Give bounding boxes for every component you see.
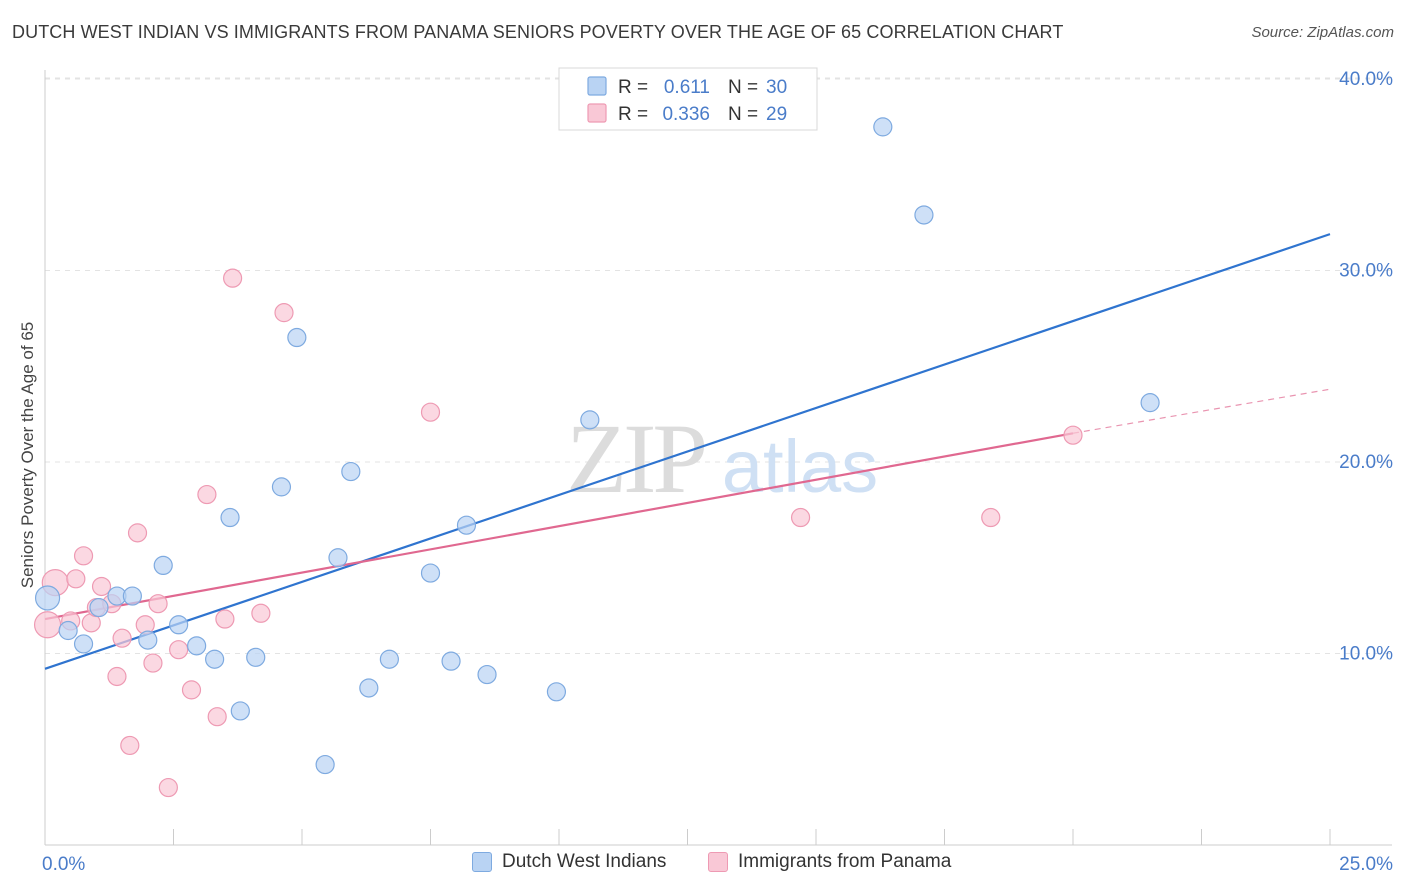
stats-legend: R = 0.611 N = 30 R = 0.336 N = 29 bbox=[558, 67, 818, 131]
stats-n-value: 30 bbox=[766, 77, 787, 98]
point-immigrants-from-panama bbox=[790, 507, 811, 528]
point-dutch-west-indians bbox=[341, 461, 361, 482]
stats-legend-swatch-pink bbox=[587, 103, 607, 123]
point-dutch-west-indians bbox=[315, 754, 335, 775]
point-dutch-west-indians bbox=[477, 664, 497, 685]
point-immigrants-from-panama bbox=[1063, 425, 1083, 445]
point-dutch-west-indians bbox=[441, 651, 461, 671]
point-dutch-west-indians bbox=[73, 634, 94, 654]
legend-label-dutch-west-indians: Dutch West Indians bbox=[502, 851, 667, 872]
point-immigrants-from-panama bbox=[33, 611, 62, 639]
point-dutch-west-indians bbox=[359, 678, 379, 698]
trend-lines bbox=[44, 233, 1331, 670]
point-immigrants-from-panama bbox=[981, 507, 1001, 528]
axes bbox=[44, 70, 1392, 846]
point-immigrants-from-panama bbox=[66, 569, 86, 589]
stats-r-label: R = bbox=[618, 104, 648, 125]
tick-labels: 10.0% 20.0% 30.0% 40.0% 0.0% 25.0% bbox=[42, 69, 1393, 875]
y-tick-label: 20.0% bbox=[1339, 452, 1393, 473]
point-dutch-west-indians bbox=[271, 477, 292, 497]
point-immigrants-from-panama bbox=[148, 594, 168, 614]
point-dutch-west-indians bbox=[187, 636, 207, 656]
point-dutch-west-indians bbox=[58, 620, 78, 641]
legend-swatch-pink bbox=[708, 852, 728, 872]
watermark-atlas: atlas bbox=[722, 425, 878, 508]
point-immigrants-from-panama bbox=[223, 268, 243, 288]
point-dutch-west-indians bbox=[914, 205, 934, 225]
point-dutch-west-indians bbox=[873, 117, 893, 137]
point-dutch-west-indians bbox=[34, 585, 61, 611]
point-dutch-west-indians bbox=[89, 597, 109, 618]
stats-n-label: N = bbox=[728, 104, 758, 125]
point-dutch-west-indians bbox=[456, 515, 477, 535]
point-dutch-west-indians bbox=[153, 555, 173, 576]
y-tick-label: 40.0% bbox=[1339, 69, 1393, 90]
stats-n-label: N = bbox=[728, 77, 758, 98]
point-dutch-west-indians bbox=[230, 701, 250, 721]
stats-r-label: R = bbox=[618, 77, 648, 98]
point-immigrants-from-panama bbox=[215, 609, 235, 629]
point-immigrants-from-panama bbox=[420, 402, 441, 422]
legend-item-dutch-west-indians[interactable]: Dutch West Indians bbox=[472, 851, 666, 873]
point-dutch-west-indians bbox=[205, 649, 225, 669]
point-dutch-west-indians bbox=[546, 682, 567, 702]
point-immigrants-from-panama bbox=[112, 628, 132, 648]
point-dutch-west-indians bbox=[138, 630, 158, 650]
stats-r-value: 0.336 bbox=[662, 104, 710, 125]
point-dutch-west-indians bbox=[246, 647, 266, 667]
point-immigrants-from-panama bbox=[181, 680, 202, 700]
point-immigrants-from-panama bbox=[207, 707, 227, 727]
point-immigrants-from-panama bbox=[197, 484, 217, 505]
stats-r-value: 0.611 bbox=[664, 77, 710, 98]
point-dutch-west-indians bbox=[420, 563, 441, 583]
point-immigrants-from-panama bbox=[251, 603, 271, 623]
point-dutch-west-indians bbox=[220, 507, 240, 528]
stats-n-value: 29 bbox=[766, 104, 787, 125]
point-dutch-west-indians bbox=[169, 615, 189, 635]
point-dutch-west-indians bbox=[379, 649, 399, 669]
point-dutch-west-indians bbox=[1140, 393, 1160, 413]
point-dutch-west-indians bbox=[328, 548, 348, 568]
source-label: Source: ZipAtlas.com bbox=[1251, 24, 1394, 41]
point-immigrants-from-panama bbox=[120, 735, 140, 756]
x-tick-label-end: 25.0% bbox=[1339, 854, 1393, 875]
point-immigrants-from-panama bbox=[91, 576, 112, 597]
point-dutch-west-indians bbox=[287, 327, 307, 348]
x-tick-label-start: 0.0% bbox=[42, 854, 85, 875]
grid-lines bbox=[45, 77, 1392, 654]
legend-item-immigrants-from-panama[interactable]: Immigrants from Panama bbox=[708, 851, 951, 873]
point-immigrants-from-panama bbox=[127, 523, 148, 543]
point-dutch-west-indians bbox=[122, 586, 142, 606]
stats-legend-swatch-blue bbox=[587, 76, 607, 96]
y-tick-label: 10.0% bbox=[1339, 644, 1393, 665]
point-immigrants-from-panama bbox=[274, 303, 294, 323]
y-tick-label: 30.0% bbox=[1339, 261, 1393, 282]
trend-line-immigrants-from-panama bbox=[44, 432, 1074, 621]
trend-line-dashed-extension bbox=[1072, 388, 1331, 434]
legend-label-immigrants-from-panama: Immigrants from Panama bbox=[738, 851, 952, 872]
chart-title: DUTCH WEST INDIAN VS IMMIGRANTS FROM PAN… bbox=[12, 22, 1064, 42]
point-immigrants-from-panama bbox=[169, 640, 189, 660]
point-immigrants-from-panama bbox=[107, 666, 127, 687]
point-immigrants-from-panama bbox=[73, 546, 94, 566]
point-dutch-west-indians bbox=[580, 410, 600, 430]
data-points bbox=[33, 117, 1160, 798]
series-legend: Dutch West Indians Immigrants from Panam… bbox=[0, 851, 1406, 879]
point-immigrants-from-panama bbox=[143, 653, 163, 673]
trend-line-dutch-west-indians bbox=[44, 233, 1331, 670]
legend-swatch-blue bbox=[472, 852, 492, 872]
point-immigrants-from-panama bbox=[158, 777, 178, 798]
